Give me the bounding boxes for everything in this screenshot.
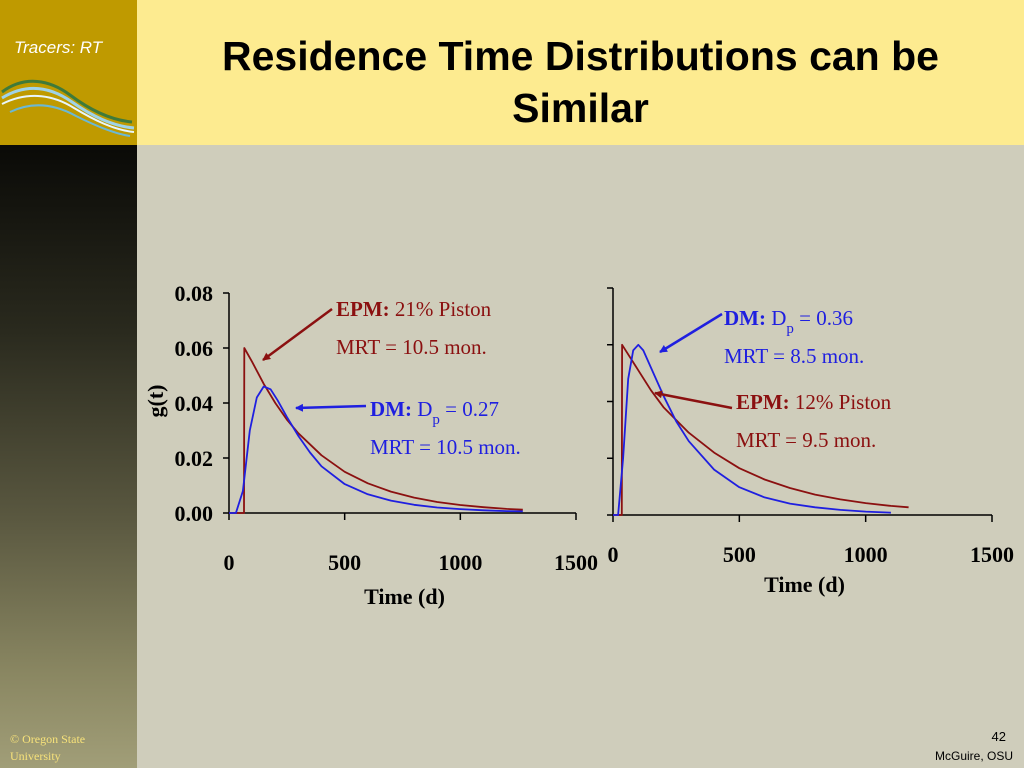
annotation-arrow [654, 390, 733, 410]
page-number: 42 [991, 729, 1006, 744]
annotation-model-label: EPM: [736, 390, 790, 414]
copyright-line1: © Oregon State [10, 732, 86, 746]
annotation-param: D [766, 306, 786, 330]
wave-logo-icon [1, 79, 135, 137]
x-tick-label: 0 [608, 542, 619, 567]
annotation-line2: MRT = 10.5 mon. [370, 435, 521, 459]
copyright: © Oregon State University [10, 731, 85, 765]
annotation-line1: DM: Dp = 0.27 [370, 397, 499, 428]
series-line-dm [613, 343, 891, 516]
x-axis-label: Time (d) [364, 584, 445, 609]
annotation-param-value: = 0.27 [440, 397, 499, 421]
annotation-arrow [262, 307, 333, 362]
y-tick-label: 0.00 [175, 501, 214, 526]
chart-2: DM: Dp = 0.36 MRT = 8.5 mon. EPM: 12% Pist… [607, 287, 993, 522]
x-tick-label: 1000 [844, 542, 888, 567]
copyright-line2: University [10, 749, 61, 763]
x-tick-label: 1500 [554, 550, 598, 575]
annotation-subscript: p [432, 412, 440, 428]
y-axis-label: g(t) [143, 385, 168, 418]
corner-block: Tracers: RT [0, 0, 137, 145]
y-tick-label: 0.08 [175, 281, 214, 306]
annotation-model-label: DM: [370, 397, 412, 421]
y-tick-label: 0.02 [175, 446, 214, 471]
annotation-subscript: p [786, 321, 794, 337]
sidebar-gradient [0, 145, 137, 768]
annotation-line2: MRT = 10.5 mon. [336, 335, 487, 359]
x-axis-label: Time (d) [764, 572, 845, 597]
annotation-model-label: DM: [724, 306, 766, 330]
x-tick-label: 500 [723, 542, 756, 567]
x-tick-label: 0 [224, 550, 235, 575]
annotation-line1: EPM: 12% Piston [736, 390, 892, 414]
annotation-line1: EPM: 21% Piston [336, 297, 492, 321]
title-band: Residence Time Distributions can be Simi… [137, 0, 1024, 145]
annotation-param: 21% Piston [390, 297, 492, 321]
annotation-arrow [659, 312, 723, 354]
slide-title-line1: Residence Time Distributions can be [222, 33, 939, 79]
x-tick-label: 1000 [438, 550, 482, 575]
x-tick-label: 1500 [970, 542, 1014, 567]
author-credit: McGuire, OSU [934, 749, 1013, 763]
x-tick-label: 500 [328, 550, 361, 575]
annotation-arrow [295, 403, 367, 412]
slide-title-line2: Similar [512, 85, 649, 131]
annotation-param: D [412, 397, 432, 421]
annotation-param: 12% Piston [790, 390, 892, 414]
y-tick-label: 0.04 [175, 391, 214, 416]
annotation-param-value: = 0.36 [794, 306, 853, 330]
series-line-dm [229, 385, 523, 514]
annotation-line2: MRT = 8.5 mon. [724, 344, 864, 368]
slide-title: Residence Time Distributions can be Simi… [137, 30, 1024, 134]
chart-1: EPM: 21% Piston MRT = 10.5 mon. DM: Dp = 0… [223, 292, 577, 520]
series-line-epm [613, 343, 909, 516]
annotation-line2: MRT = 9.5 mon. [736, 428, 876, 452]
annotation-line1: DM: Dp = 0.36 [724, 306, 853, 337]
corner-label: Tracers: RT [14, 38, 103, 57]
annotation-model-label: EPM: [336, 297, 390, 321]
y-tick-label: 0.06 [175, 336, 214, 361]
series-line-epm [229, 347, 523, 514]
